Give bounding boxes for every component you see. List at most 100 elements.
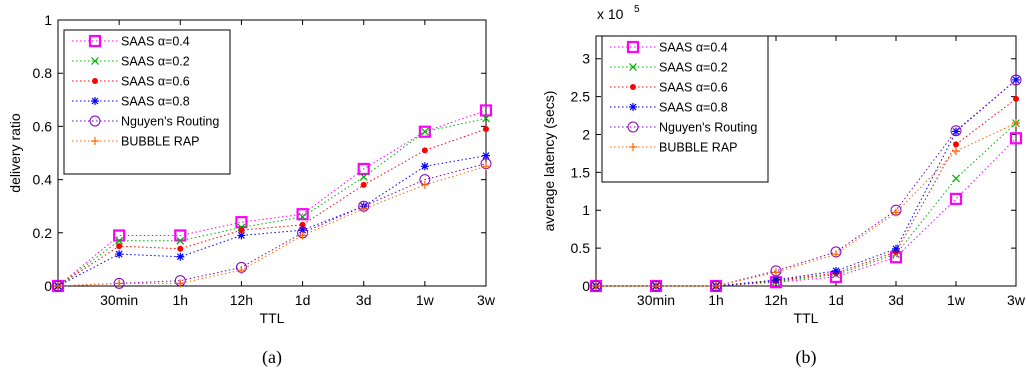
series-5 — [592, 119, 1020, 290]
legend-marker — [629, 103, 637, 111]
axis-scale-exponent: 5 — [634, 4, 640, 15]
data-point — [359, 204, 368, 213]
data-point — [950, 125, 962, 137]
series-line — [596, 137, 1017, 287]
data-point — [652, 282, 660, 290]
legend-marker — [92, 78, 98, 84]
axis-scale-label: x 10 — [597, 6, 624, 22]
y-tick-label: 2 — [582, 126, 590, 142]
series-5 — [54, 162, 490, 290]
legend-label: BUBBLE RAP — [659, 141, 738, 155]
chart-a-delivery-ratio: 0 0.2 0.4 0.6 0.8 1 30min 1h 12h 1d 3d 1w 3w TTL deliv… — [7, 12, 496, 368]
legend-label: SAAS α=0.8 — [659, 101, 728, 115]
data-point — [482, 151, 490, 160]
y-tick-label: 0 — [582, 278, 590, 294]
legend-marker — [626, 40, 640, 54]
data-point — [418, 125, 431, 138]
chart-b-average-latency: 0 0.5 1 1.5 2 2.5 3 30min 1h 12h 1d 3d 1w 3w TTL averag… — [541, 4, 1026, 368]
y-tick-label: 3 — [582, 51, 590, 67]
data-point — [772, 268, 780, 277]
x-tick-label: 3w — [477, 292, 496, 308]
data-point — [296, 208, 309, 221]
y-tick-label: 0.5 — [571, 240, 591, 256]
data-point — [298, 226, 307, 235]
data-point — [1009, 132, 1023, 145]
legend-item: SAAS α=0.6 — [610, 81, 728, 95]
data-point — [892, 244, 900, 253]
data-point — [479, 104, 493, 117]
data-point — [299, 221, 306, 228]
data-point — [115, 250, 124, 259]
data-point — [892, 208, 900, 217]
x-tick-label: 3d — [356, 292, 372, 308]
data-point — [115, 279, 124, 288]
data-point — [483, 126, 489, 133]
series-4 — [590, 74, 1022, 292]
series-line — [596, 79, 1017, 287]
data-point — [116, 243, 123, 250]
data-point — [176, 236, 185, 245]
y-tick-label: 2.5 — [571, 89, 591, 105]
x-tick-label: 1h — [172, 292, 188, 308]
subfigure-caption: (b) — [796, 347, 817, 368]
x-tick-label: 1h — [708, 292, 724, 308]
legend-marker — [629, 63, 637, 71]
data-point — [952, 174, 960, 183]
data-point — [115, 236, 124, 245]
legend-marker — [91, 57, 99, 65]
legend-marker — [91, 97, 99, 105]
legend-marker — [91, 137, 99, 145]
data-point — [482, 114, 490, 123]
legend-item: SAAS α=0.8 — [72, 95, 190, 109]
data-point — [357, 162, 370, 176]
y-tick-label: 1 — [44, 12, 52, 28]
legend-label: Nguyen's Routing — [121, 115, 219, 129]
data-point — [237, 266, 246, 275]
legend-item: SAAS α=0.2 — [72, 55, 190, 69]
series-line — [57, 165, 487, 287]
data-point — [949, 192, 963, 205]
series-line — [57, 109, 487, 287]
legend-item: SAAS α=0.8 — [610, 101, 728, 115]
legend-label: SAAS α=0.4 — [121, 35, 190, 49]
legend-item: SAAS α=0.4 — [72, 35, 190, 49]
data-point — [420, 127, 429, 136]
data-point — [952, 147, 960, 156]
data-point — [832, 250, 840, 259]
data-point — [592, 282, 600, 290]
legend-label: SAAS α=0.2 — [659, 61, 728, 75]
series-line — [596, 122, 1017, 287]
data-point — [176, 252, 185, 261]
x-tick-label: 30min — [100, 292, 138, 308]
y-tick-label: 0 — [44, 278, 52, 294]
legend-item: Nguyen's Routing — [72, 115, 219, 129]
data-point — [420, 162, 429, 171]
data-point — [54, 282, 62, 290]
legend-marker — [627, 121, 639, 133]
data-point — [177, 245, 184, 252]
y-axis-label: average latency (secs) — [541, 91, 557, 232]
legend-marker — [88, 34, 102, 48]
y-tick-label: 1 — [582, 202, 590, 218]
y-axis-label: delivery ratio — [7, 113, 23, 193]
legend-item: Nguyen's Routing — [610, 121, 757, 135]
data-point — [953, 141, 959, 148]
data-point — [176, 279, 185, 288]
data-point — [238, 227, 245, 234]
legend-marker — [89, 115, 101, 127]
legend-label: SAAS α=0.4 — [659, 41, 728, 55]
legend-item: BUBBLE RAP — [72, 135, 200, 149]
data-point — [1013, 95, 1019, 102]
data-point — [832, 266, 840, 275]
data-point — [237, 231, 246, 240]
x-tick-label: 12h — [230, 292, 253, 308]
x-tick-label: 1d — [828, 292, 844, 308]
y-tick-label: 0.4 — [33, 172, 53, 188]
y-tick-label: 0.6 — [33, 118, 53, 134]
legend-label: BUBBLE RAP — [121, 135, 200, 149]
legend-label: SAAS α=0.6 — [659, 81, 728, 95]
legend-label: SAAS α=0.2 — [121, 55, 190, 69]
series-line — [57, 163, 487, 287]
x-tick-label: 12h — [764, 292, 787, 308]
